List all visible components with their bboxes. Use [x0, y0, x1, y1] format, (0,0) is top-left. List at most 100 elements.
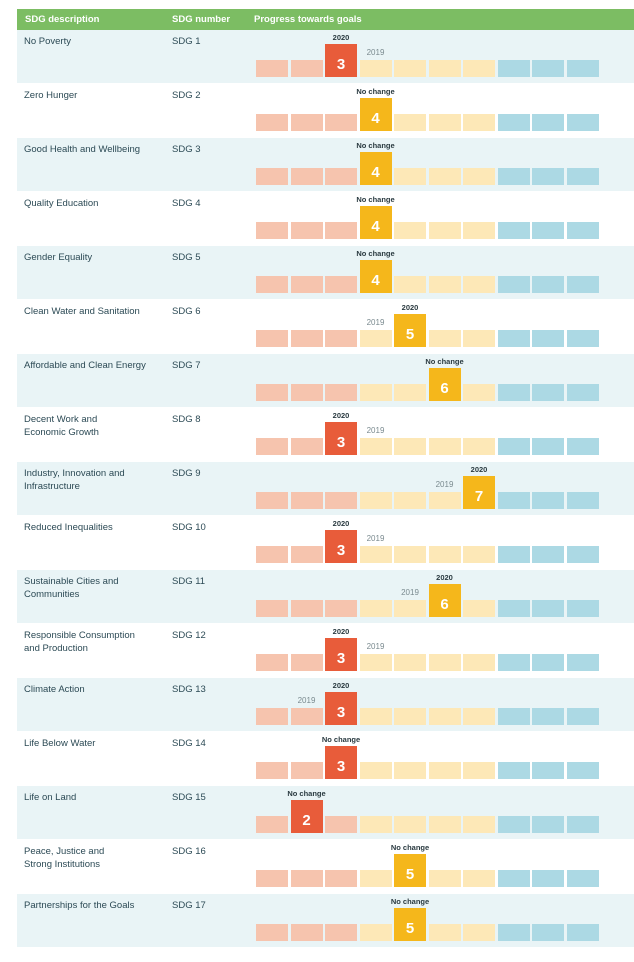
- scale-cell: [256, 762, 288, 779]
- table-row: Industry, Innovation and Infrastructure S…: [17, 462, 634, 516]
- scale-cell: [290, 708, 323, 725]
- scale-cell: [428, 114, 461, 131]
- score-marker: 5: [394, 908, 426, 941]
- scale-cell: [497, 654, 530, 671]
- year-2019-label: 2019: [366, 426, 385, 435]
- scale-cell: [290, 600, 323, 617]
- sdg-description: Peace, Justice and Strong Institutions: [24, 846, 105, 870]
- table-row: Climate Action SDG 13 3 2020 2019: [17, 678, 634, 732]
- score-marker: 3: [325, 44, 357, 77]
- scale-cell: [290, 546, 323, 563]
- sdg-description: Responsible Consumption and Production: [24, 630, 135, 654]
- table-row: Decent Work and Economic Growth SDG 8 3 202…: [17, 408, 634, 462]
- scale-cell: [532, 438, 564, 455]
- scale-cell: [290, 924, 323, 941]
- table-row: Zero Hunger SDG 2 4 No change: [17, 84, 634, 138]
- scale-cell: [566, 438, 599, 455]
- no-change-label: No change: [321, 735, 361, 744]
- scale-cell: [359, 438, 392, 455]
- scale-cell: [497, 708, 530, 725]
- scale-cell: [290, 276, 323, 293]
- scale-cell: [532, 816, 564, 833]
- sdg-description: Zero Hunger: [24, 90, 78, 101]
- scale-cell: [359, 762, 392, 779]
- scale-cell: [394, 222, 426, 239]
- scale-cell: [497, 762, 530, 779]
- scale-cell: [532, 384, 564, 401]
- scale-cell: [566, 600, 599, 617]
- scale-cell: [463, 60, 495, 77]
- sdg-number: SDG 11: [172, 576, 206, 587]
- scale-cell: [532, 762, 564, 779]
- no-change-label: No change: [425, 357, 464, 366]
- scale-cell: [290, 330, 323, 347]
- scale-cell: [463, 168, 495, 185]
- scale-cell: [566, 492, 599, 509]
- scale-cell: [256, 708, 288, 725]
- scale-cell: [566, 546, 599, 563]
- scale-cell: [428, 438, 461, 455]
- table-row: Sustainable Cities and Communities SDG 11…: [17, 570, 634, 624]
- scale-cell: [394, 600, 426, 617]
- sdg-description: Quality Education: [24, 198, 99, 209]
- table-row: Life Below Water SDG 14 3 No change: [17, 732, 634, 786]
- scale-cell: [256, 492, 288, 509]
- scale-cell: [290, 870, 323, 887]
- score-marker: 7: [463, 476, 495, 509]
- scale-cell: [290, 60, 323, 77]
- sdg-description: No Poverty: [24, 36, 71, 47]
- table-row: Life on Land SDG 15 2 No change: [17, 786, 634, 840]
- year-2019-label: 2019: [366, 318, 385, 327]
- scale-cell: [290, 168, 323, 185]
- scale-cell: [566, 276, 599, 293]
- scale-cell: [428, 330, 461, 347]
- sdg-description: Reduced Inequalities: [24, 522, 113, 533]
- scale-cell: [497, 546, 530, 563]
- scale-cell: [497, 600, 530, 617]
- scale-cell: [394, 816, 426, 833]
- scale-cell: [325, 924, 357, 941]
- sdg-description: Life Below Water: [24, 738, 96, 749]
- sdg-description: Good Health and Wellbeing: [24, 144, 141, 155]
- scale-cell: [290, 762, 323, 779]
- scale-cell: [566, 330, 599, 347]
- scale-cell: [256, 276, 288, 293]
- scale-cell: [497, 924, 530, 941]
- scale-cell: [290, 438, 323, 455]
- scale-cell: [359, 330, 392, 347]
- table-row: Responsible Consumption and Production SD…: [17, 624, 634, 678]
- scale-cell: [532, 330, 564, 347]
- year-2020-label: 2020: [401, 303, 419, 312]
- no-change-label: No change: [356, 195, 395, 204]
- scale-cell: [256, 60, 288, 77]
- sdg-number: SDG 13: [172, 684, 206, 695]
- scale-cell: [325, 222, 357, 239]
- scale-cell: [532, 870, 564, 887]
- scale-cell: [256, 600, 288, 617]
- score-marker: 4: [359, 206, 392, 239]
- score-marker: 4: [359, 260, 392, 293]
- sdg-number: SDG 4: [172, 198, 201, 209]
- year-2020-label: 2020: [332, 681, 350, 690]
- sdg-number: SDG 5: [172, 252, 201, 263]
- scale-cell: [359, 924, 392, 941]
- scale-cell: [325, 870, 357, 887]
- scale-cell: [359, 546, 392, 563]
- scale-cell: [463, 276, 495, 293]
- no-change-label: No change: [356, 87, 395, 96]
- year-2019-label: 2019: [366, 48, 385, 57]
- scale-cell: [428, 222, 461, 239]
- year-2019-label: 2019: [366, 534, 385, 543]
- no-change-label: No change: [287, 789, 326, 798]
- table-body: No Poverty SDG 1 3 2020 2019 Zero Hunger SDG 2…: [17, 30, 634, 948]
- scale-cell: [394, 438, 426, 455]
- scale-cell: [290, 114, 323, 131]
- scale-cell: [497, 222, 530, 239]
- table-row: Clean Water and Sanitation SDG 6 5 2020 2019: [17, 300, 634, 354]
- score-marker: 3: [325, 422, 357, 455]
- sdg-number: SDG 8: [172, 414, 201, 425]
- scale-cell: [566, 60, 599, 77]
- scale-cell: [532, 924, 564, 941]
- scale-cell: [325, 330, 357, 347]
- sdg-description: Affordable and Clean Energy: [24, 360, 146, 371]
